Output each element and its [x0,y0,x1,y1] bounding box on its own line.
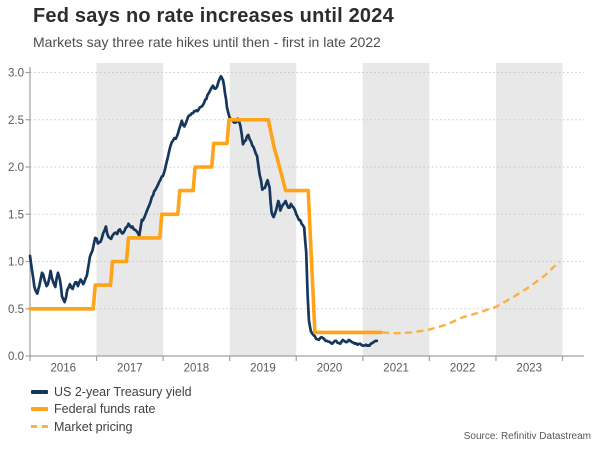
chart-subtitle: Markets say three rate hikes until then … [33,34,381,50]
y-tick-label: 0.0 [8,351,24,363]
x-tick-label-2022: 2022 [450,363,476,375]
source-attribution: Source: Refinitiv Datastream [463,431,591,442]
legend-label: US 2-year Treasury yield [54,384,192,399]
legend-item-market-pricing: Market pricing [31,418,192,435]
treasury-yield-line-swatch [31,389,48,394]
legend-item-federal-funds-rate: Federal funds rate [31,401,192,418]
legend-label: Federal funds rate [54,402,156,416]
series-line-market-pricing [382,260,561,335]
year-band-2017 [96,63,164,356]
year-band-2019 [229,63,297,356]
federal-funds-line-swatch [31,407,48,411]
y-tick-label: 0.5 [8,304,24,316]
y-tick-label: 3.0 [8,68,24,80]
year-band-2023 [495,63,563,356]
legend: US 2-year Treasury yield Federal funds r… [31,383,192,436]
series-line-federal-funds-rate [28,118,383,335]
series-line-us-2-year-treasury-yield [28,74,379,348]
year-band-2021 [362,63,430,356]
page-title: Fed says no rate increases until 2024 [33,5,394,27]
x-tick-label-2018: 2018 [184,363,210,375]
y-tick-label: 2.0 [8,162,24,174]
x-tick-label-2017: 2017 [117,363,143,375]
y-tick-label: 2.5 [8,115,24,127]
legend-label: Market pricing [54,419,133,434]
y-tick-label: 1.0 [8,257,24,269]
y-tick-label: 1.5 [8,209,24,221]
x-tick-label-2021: 2021 [383,363,409,375]
legend-item-treasury-yield: US 2-year Treasury yield [31,383,192,400]
x-tick-label-2019: 2019 [250,363,276,375]
x-tick-label-2023: 2023 [516,363,542,375]
x-tick-label-2016: 2016 [50,363,76,375]
market-pricing-line-swatch [31,425,48,428]
x-tick-label-2020: 2020 [317,363,343,375]
